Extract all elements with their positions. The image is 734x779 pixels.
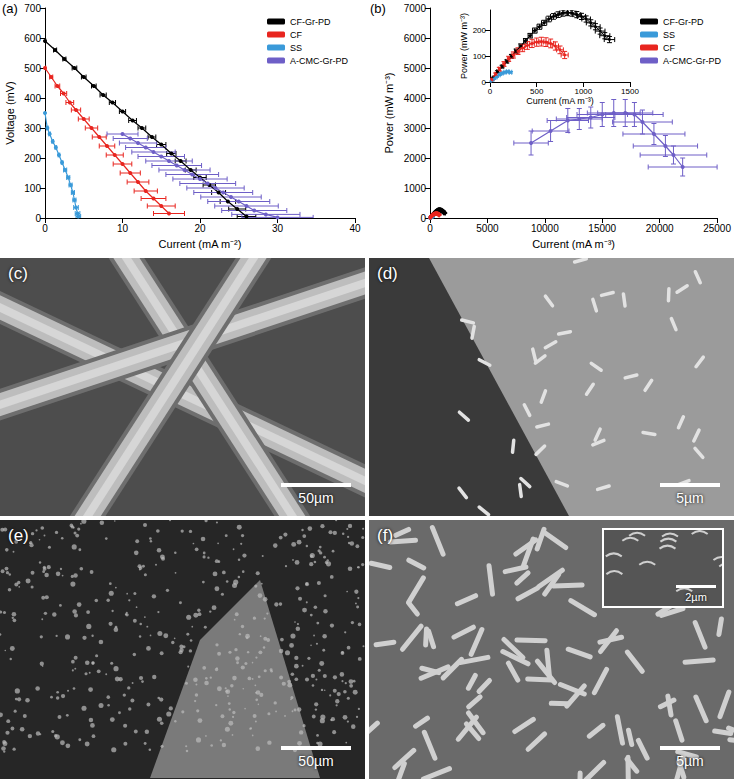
svg-text:0: 0 — [488, 87, 493, 96]
svg-text:3000: 3000 — [404, 123, 427, 134]
svg-text:SS: SS — [290, 43, 302, 53]
svg-text:4000: 4000 — [404, 93, 427, 104]
svg-text:500: 500 — [530, 87, 544, 96]
html-text:2µm: 2µm — [685, 591, 707, 603]
svg-text:CF: CF — [663, 43, 675, 53]
svg-text:5000: 5000 — [404, 63, 427, 74]
svg-text:6000: 6000 — [404, 33, 427, 44]
svg-text:CF: CF — [290, 30, 302, 40]
html-text:5µm: 5µm — [676, 490, 704, 506]
svg-text:25000: 25000 — [703, 223, 731, 234]
svg-text:10: 10 — [117, 223, 129, 234]
svg-text:0: 0 — [35, 213, 41, 224]
svg-text:CF-Gr-PD: CF-Gr-PD — [663, 17, 704, 27]
svg-text:Power (mW m⁻³): Power (mW m⁻³) — [383, 73, 395, 154]
svg-text:Voltage (mV): Voltage (mV) — [4, 81, 16, 145]
svg-text:0: 0 — [427, 223, 433, 234]
svg-text:20000: 20000 — [646, 223, 674, 234]
svg-text:200: 200 — [24, 153, 41, 164]
svg-text:1000: 1000 — [574, 87, 592, 96]
svg-text:200: 200 — [473, 26, 487, 35]
svg-text:Current (mA m⁻³): Current (mA m⁻³) — [532, 238, 615, 250]
html-text:(f): (f) — [377, 526, 393, 545]
svg-text:400: 400 — [24, 93, 41, 104]
svg-text:700: 700 — [24, 3, 41, 14]
svg-text:100: 100 — [24, 183, 41, 194]
svg-text:0: 0 — [482, 78, 487, 87]
svg-text:300: 300 — [24, 123, 41, 134]
html-text:(c): (c) — [8, 264, 28, 283]
svg-text:(b): (b) — [370, 1, 386, 16]
svg-text:Current (mA m⁻³): Current (mA m⁻³) — [526, 96, 594, 106]
svg-text:1000: 1000 — [404, 183, 427, 194]
svg-text:7000: 7000 — [404, 3, 427, 14]
svg-text:600: 600 — [24, 33, 41, 44]
svg-text:5000: 5000 — [476, 223, 499, 234]
svg-text:A-CMC-Gr-PD: A-CMC-Gr-PD — [290, 56, 348, 66]
svg-text:A-CMC-Gr-PD: A-CMC-Gr-PD — [663, 56, 721, 66]
svg-text:15000: 15000 — [588, 223, 616, 234]
svg-text:SS: SS — [663, 30, 675, 40]
svg-text:0: 0 — [42, 223, 48, 234]
html-text:(e): (e) — [8, 526, 29, 545]
svg-text:10000: 10000 — [531, 223, 559, 234]
svg-text:40: 40 — [349, 223, 361, 234]
html-text:(d): (d) — [377, 264, 398, 283]
svg-text:CF-Gr-PD: CF-Gr-PD — [290, 17, 331, 27]
svg-text:100: 100 — [473, 52, 487, 61]
svg-text:1500: 1500 — [621, 87, 639, 96]
svg-text:Power (mW m⁻³): Power (mW m⁻³) — [459, 13, 469, 79]
svg-text:30: 30 — [272, 223, 284, 234]
svg-text:20: 20 — [194, 223, 206, 234]
html-text:50µm: 50µm — [298, 753, 334, 769]
svg-text:500: 500 — [24, 63, 41, 74]
svg-text:0: 0 — [420, 213, 426, 224]
html-text:50µm: 50µm — [298, 490, 334, 506]
svg-text:Current (mA m⁻²): Current (mA m⁻²) — [159, 238, 242, 250]
svg-text:(a): (a) — [2, 1, 18, 16]
html-text:5µm: 5µm — [676, 753, 704, 769]
svg-text:2000: 2000 — [404, 153, 427, 164]
